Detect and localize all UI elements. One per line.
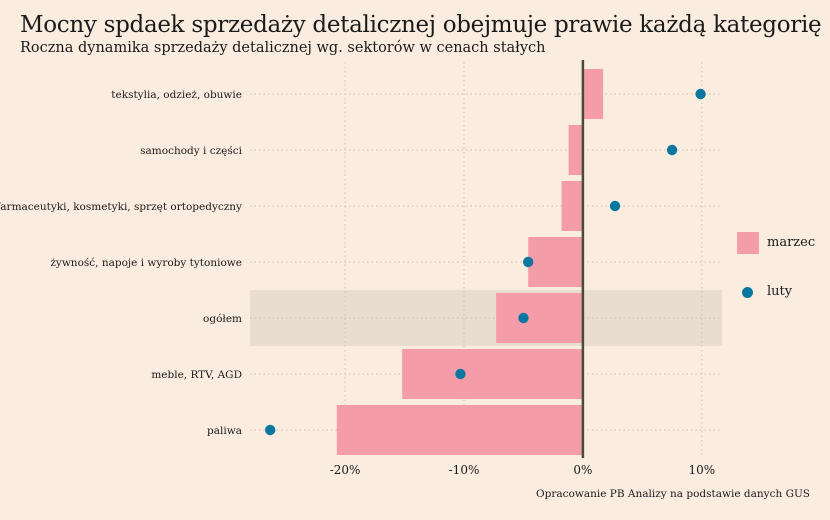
x-tick-label: 0% <box>573 463 592 477</box>
dot-luty <box>518 312 529 324</box>
bar-marzec <box>561 181 583 231</box>
x-tick-label: -10% <box>449 463 480 477</box>
dot-luty <box>609 200 621 212</box>
legend-label-luty: luty <box>767 284 793 299</box>
bar-marzec <box>336 405 583 455</box>
dot-luty <box>666 144 678 156</box>
legend-swatch-marzec <box>737 232 759 254</box>
category-label: samochody i części <box>140 145 242 157</box>
dot-luty <box>523 256 534 268</box>
bar-marzec <box>402 349 583 399</box>
x-tick-label: -20% <box>330 463 361 477</box>
dot-luty <box>455 368 466 380</box>
dot-luty <box>265 424 276 436</box>
legend-swatch-luty <box>742 287 753 298</box>
category-label: żywność, napoje i wyroby tytoniowe <box>50 256 242 269</box>
category-label: paliwa <box>207 425 242 437</box>
legend-label-marzec: marzec <box>767 235 816 250</box>
source-note: Opracowanie PB Analizy na podstawie dany… <box>536 488 810 500</box>
bar-marzec <box>568 125 583 175</box>
highlight-band <box>250 290 722 346</box>
x-tick-label: 10% <box>688 463 715 477</box>
bar-marzec <box>582 69 604 119</box>
category-label: meble, RTV, AGD <box>151 369 242 381</box>
chart-subtitle: Roczna dynamika sprzedaży detalicznej wg… <box>20 40 546 56</box>
category-label: tekstylia, odzież, obuwie <box>111 89 242 101</box>
chart-title: Mocny spdaek sprzedaży detalicznej obejm… <box>20 12 822 38</box>
category-label: ogółem <box>203 313 242 325</box>
category-label: farmaceutyki, kosmetyki, sprzęt ortopedy… <box>0 201 242 213</box>
dot-luty <box>695 88 706 100</box>
bar-marzec <box>528 237 583 287</box>
bar-marzec <box>496 293 583 343</box>
